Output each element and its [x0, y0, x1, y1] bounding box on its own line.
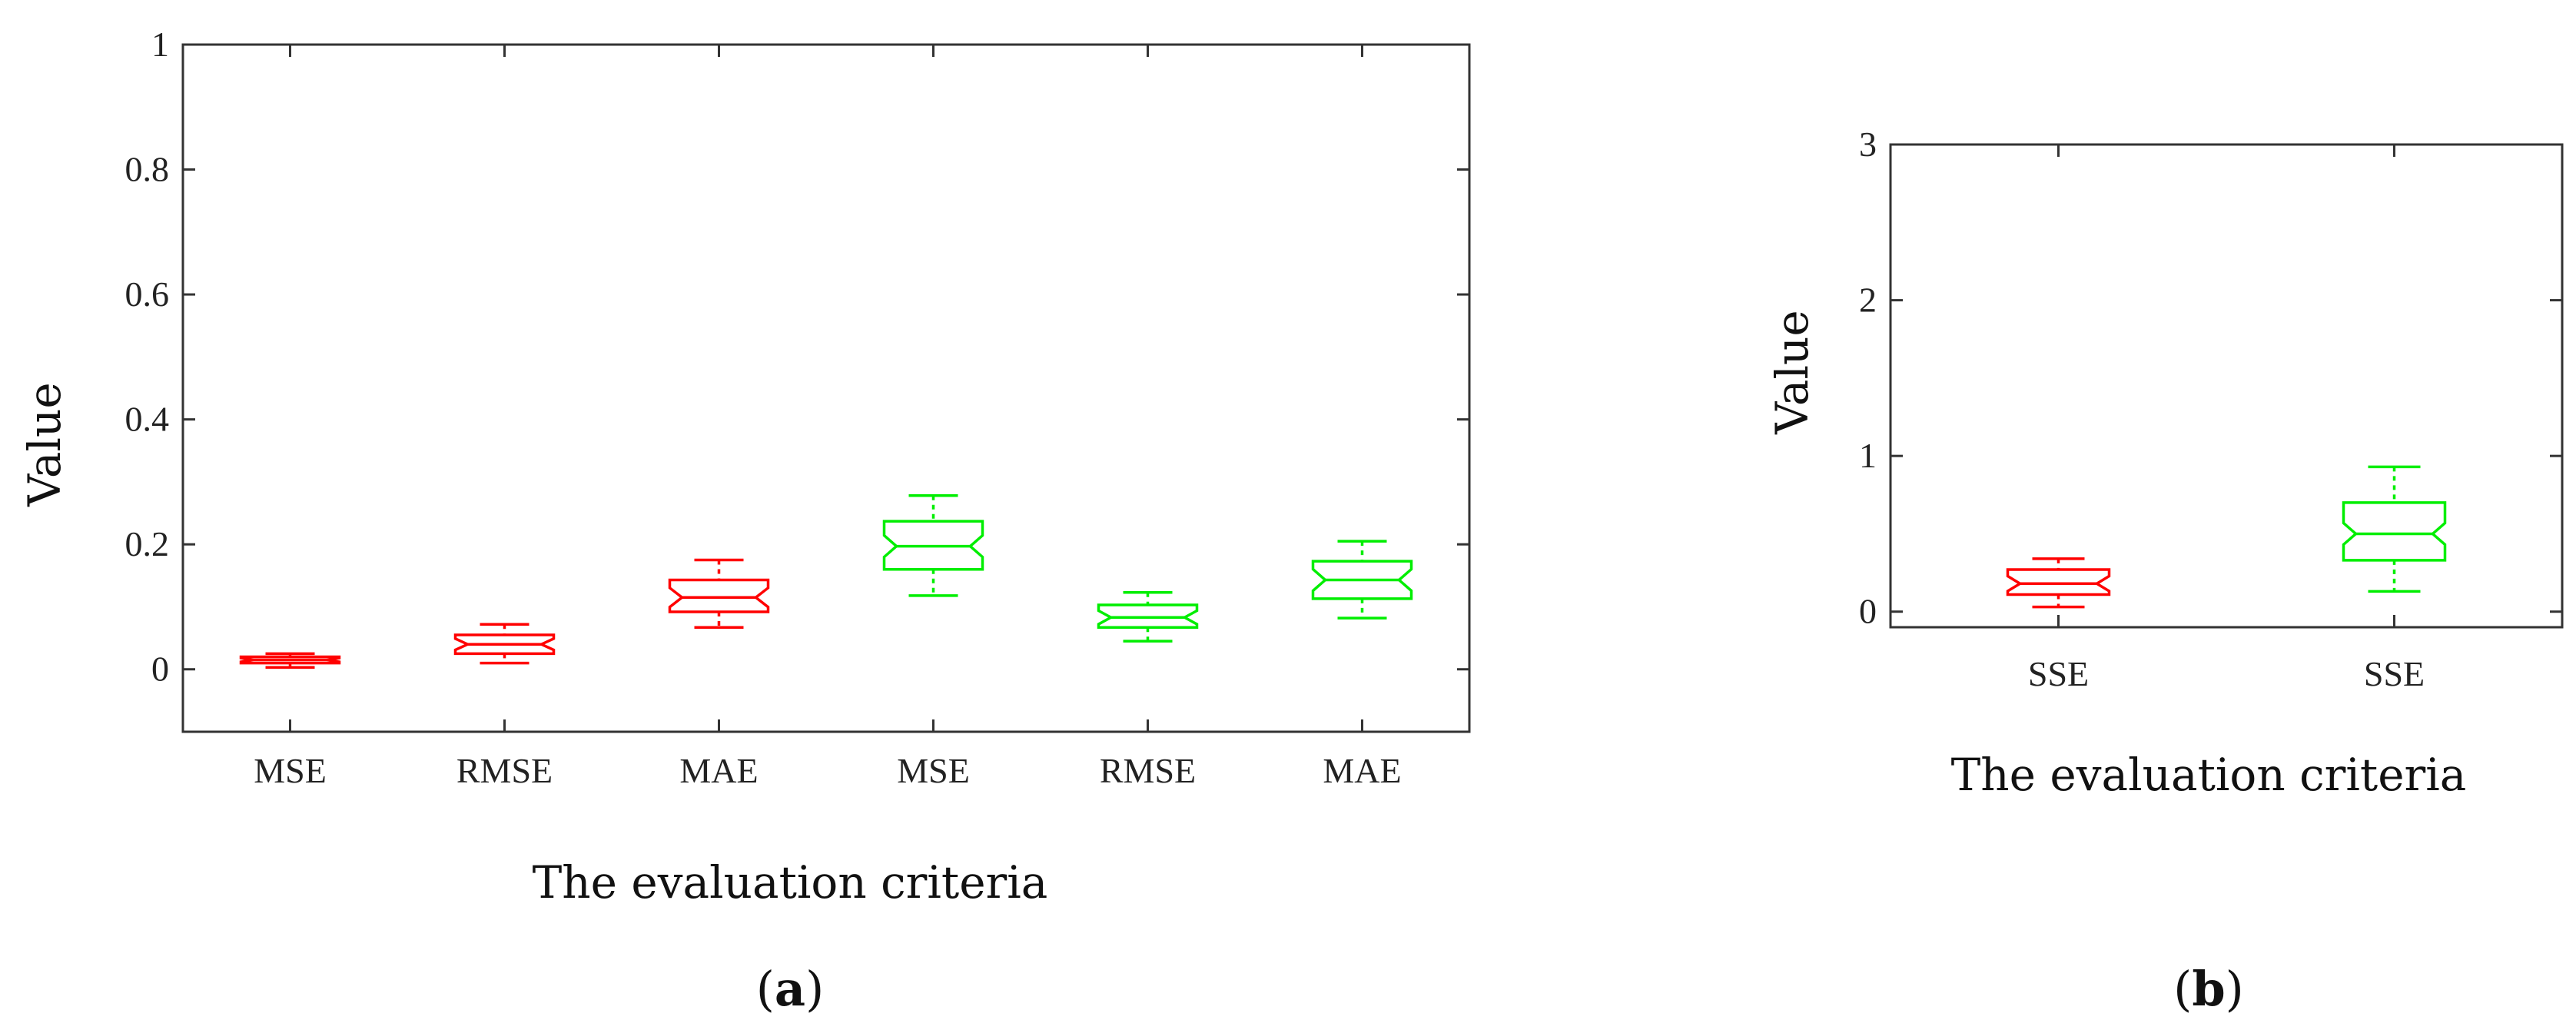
panel-a-label: (a): [756, 961, 825, 1017]
panel-a-box-4: [882, 494, 984, 597]
panel-a-box-1: [239, 652, 341, 670]
panel-a-ytick-label: 0.4: [125, 400, 170, 439]
panel-a-ytick-label: 0.6: [125, 274, 170, 314]
panel-b-plot-frame: [1889, 143, 2564, 629]
panel-b-ytick-label: 0: [1859, 592, 1877, 631]
panel-a-category-label: MSE: [254, 751, 327, 790]
panel-b-label-letter: b: [2192, 961, 2225, 1017]
panel-a-plot-frame: [181, 43, 1471, 733]
panel-a-y-axis-title: Value: [18, 382, 71, 507]
panel-b-category-label: SSE: [2364, 654, 2425, 693]
panel-a-ytick-label: 0: [151, 650, 169, 689]
panel-a-box-body: [1311, 560, 1413, 600]
panel-a-label-letter: a: [775, 961, 805, 1017]
panel-b: 0 1 2 3 SSE SSE Value The evaluation criteri…: [1766, 125, 2564, 1017]
panel-a-category-label: MAE: [1323, 751, 1401, 790]
panel-a-category-label: MAE: [679, 751, 758, 790]
panel-b-ytick-label: 3: [1859, 125, 1877, 164]
panel-b-xticks: SSE SSE: [2028, 145, 2425, 693]
panel-a-box-body: [1097, 603, 1199, 630]
panel-b-ytick-label: 1: [1859, 436, 1877, 475]
panel-a-ytick-label: 0.8: [125, 150, 170, 189]
panel-a-box-body: [239, 655, 341, 665]
panel-a-x-axis-title: The evaluation criteria: [533, 856, 1048, 909]
panel-a-xticks: MSE RMSE MAE MSE RMSE MAE: [254, 45, 1402, 790]
panel-b-box-1: [2006, 557, 2111, 609]
panel-b-y-axis-title: Value: [1766, 310, 1818, 434]
panel-a-category-label: RMSE: [1100, 751, 1196, 790]
panel-a-ytick-label: 0.2: [125, 524, 170, 563]
panel-a-category-label: MSE: [897, 751, 970, 790]
panel-a-boxes: [239, 494, 1413, 670]
panel-b-label: (b): [2173, 961, 2244, 1017]
panel-a-box-6: [1311, 540, 1413, 620]
panel-a-box-body: [668, 578, 770, 613]
panel-a-box-5: [1097, 591, 1199, 643]
panel-b-ytick-label: 2: [1859, 281, 1877, 320]
panel-a-box-body: [453, 633, 556, 656]
panel-b-box-2: [2342, 465, 2447, 593]
panel-b-category-label: SSE: [2028, 654, 2089, 693]
panel-a-ytick-label: 1: [151, 25, 169, 64]
panel-a-box-3: [668, 558, 770, 630]
panel-b-box-body: [2342, 501, 2447, 562]
panel-b-yticks: 0 1 2 3: [1859, 125, 2562, 631]
panel-b-box-body: [2006, 568, 2111, 596]
panel-b-boxes: [2006, 465, 2447, 609]
panel-a-box-body: [882, 520, 984, 571]
panel-b-x-axis-title: The evaluation criteria: [1951, 749, 2467, 801]
panel-a-yticks: 0 0.2 0.4 0.6 0.8 1: [125, 25, 1469, 689]
panel-a: 0 0.2 0.4 0.6 0.8 1 MSE RMSE MAE MSE RMSE MAE Valu…: [18, 25, 1471, 1017]
panel-a-category-label: RMSE: [456, 751, 553, 790]
panel-a-box-2: [453, 623, 556, 665]
